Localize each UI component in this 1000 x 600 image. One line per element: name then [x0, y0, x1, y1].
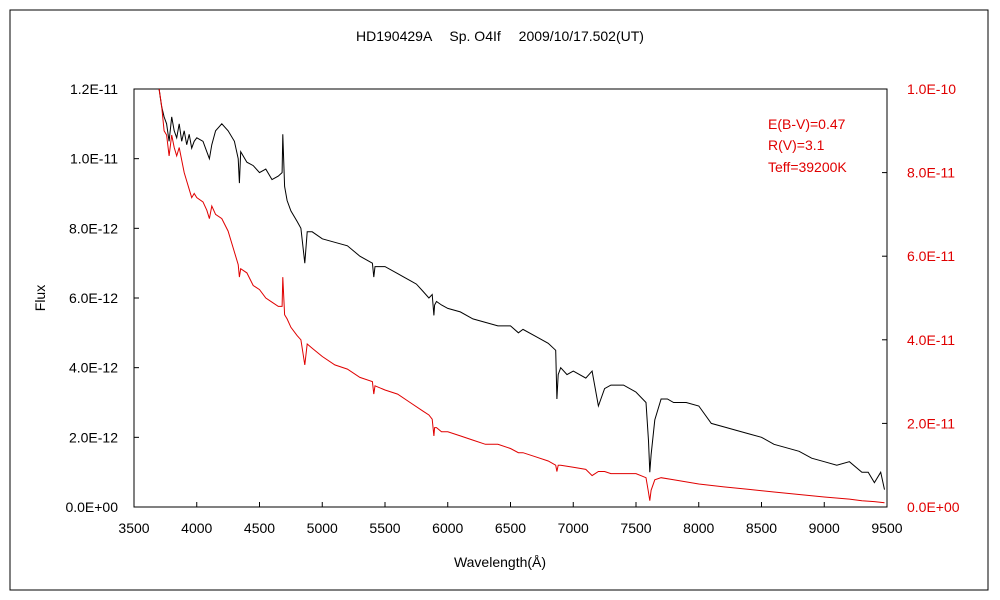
- y-axis-left: 0.0E+00 2.0E-12 4.0E-12 6.0E-12 8.0E-12 1.0E-…: [65, 81, 139, 515]
- series-group: [158, 88, 885, 504]
- y-axis-right: 0.0E+00 2.0E-11 4.0E-11 6.0E-11 8.0E-11 1.0E-…: [882, 81, 960, 515]
- y-tick-label: 1.0E-11: [70, 151, 118, 167]
- x-tick-label: 8500: [746, 520, 777, 536]
- y2-tick-label: 0.0E+00: [907, 499, 960, 515]
- y-tick-label: 8.0E-12: [69, 220, 118, 236]
- series-line-left-axis: [158, 88, 885, 490]
- annotation-ebv: E(B-V)=0.47: [768, 116, 846, 132]
- y-tick-label: 6.0E-12: [69, 290, 118, 306]
- x-tick-label: 5500: [369, 520, 400, 536]
- x-tick-label: 3500: [118, 520, 149, 536]
- annotation-rv: R(V)=3.1: [768, 137, 825, 153]
- y-tick-label: 2.0E-12: [69, 429, 118, 445]
- y2-tick-label: 6.0E-11: [907, 248, 955, 264]
- annotation-teff: Teff=39200K: [768, 159, 847, 175]
- x-tick-label: 9500: [871, 520, 902, 536]
- y2-tick-label: 4.0E-11: [907, 332, 955, 348]
- y-axis-label: Flux: [32, 285, 48, 311]
- x-tick-label: 4500: [244, 520, 275, 536]
- x-tick-label: 6500: [495, 520, 526, 536]
- y-tick-label: 4.0E-12: [69, 360, 118, 376]
- chart-frame: [9, 9, 989, 591]
- x-tick-label: 8000: [683, 520, 714, 536]
- y2-tick-label: 2.0E-11: [907, 415, 955, 431]
- x-tick-label: 7500: [620, 520, 651, 536]
- x-axis: 3500 4000 4500 5000 5500 6000 6500 7000 7500 8000…: [118, 502, 903, 536]
- x-tick-label: 7000: [558, 520, 589, 536]
- chart-title: HD190429A Sp. O4If 2009/10/17.502(UT): [356, 28, 644, 44]
- series-line-right-axis: [158, 88, 885, 504]
- y-tick-label: 1.2E-11: [70, 81, 118, 97]
- x-tick-label: 5000: [307, 520, 338, 536]
- x-tick-label: 9000: [809, 520, 840, 536]
- x-tick-label: 4000: [181, 520, 212, 536]
- x-axis-label: Wavelength(Å): [454, 554, 546, 570]
- y-tick-label: 0.0E+00: [65, 499, 118, 515]
- x-tick-label: 6000: [432, 520, 463, 536]
- y2-tick-label: 1.0E-10: [907, 81, 956, 97]
- y2-tick-label: 8.0E-11: [907, 165, 955, 181]
